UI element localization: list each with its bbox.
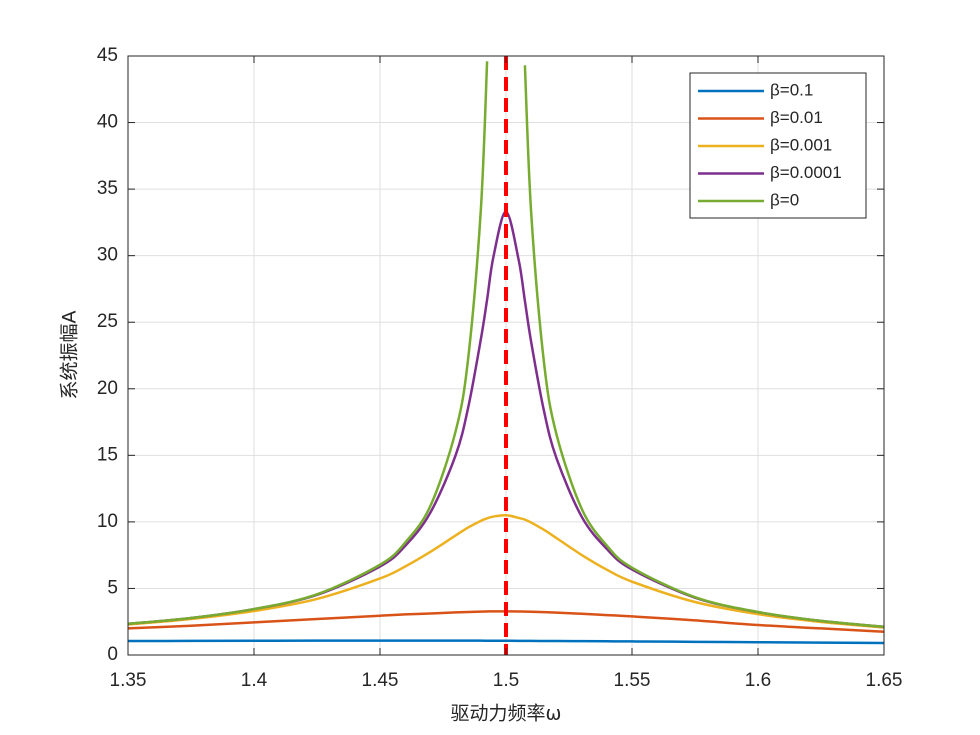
- legend-label: β=0.1: [770, 80, 813, 99]
- series-line: [523, 65, 884, 629]
- y-tick-label: 0: [107, 644, 118, 665]
- x-tick-label: 1.5: [493, 670, 519, 691]
- x-tick-label: 1.35: [110, 670, 147, 691]
- legend-label: β=0.0001: [770, 163, 842, 182]
- y-tick-label: 10: [97, 511, 118, 532]
- legend-label: β=0.001: [770, 135, 832, 154]
- x-tick-label: 1.6: [745, 670, 771, 691]
- x-axis-label: 驱动力频率ω: [451, 703, 562, 725]
- x-tick-label: 1.45: [362, 670, 399, 691]
- x-tick-label: 1.55: [614, 670, 651, 691]
- y-tick-label: 25: [97, 311, 118, 332]
- y-tick-label: 20: [97, 378, 118, 399]
- y-tick-label: 5: [107, 577, 118, 598]
- series-line: [128, 639, 884, 645]
- y-tick-label: 40: [97, 112, 118, 133]
- legend: β=0.1 β=0.01 β=0.001 β=0.0001 β=0: [689, 72, 867, 219]
- ticks: 1.35 1.4 1.45 1.5 1.55 1.6 1.65 0 5 10 15 20 25 30 35 4…: [97, 45, 903, 691]
- lines: [128, 56, 884, 655]
- legend-label: β=0: [770, 190, 799, 209]
- y-axis-label: 系统振幅A: [59, 310, 81, 399]
- y-tick-label: 45: [97, 45, 118, 66]
- series-line: [128, 513, 884, 629]
- y-tick-label: 35: [97, 178, 118, 199]
- series-line: [128, 61, 489, 626]
- legend-label: β=0.01: [770, 108, 823, 127]
- x-tick-label: 1.4: [241, 670, 268, 691]
- x-tick-label: 1.65: [866, 670, 903, 691]
- y-tick-label: 15: [97, 444, 118, 465]
- y-tick-label: 30: [97, 245, 118, 266]
